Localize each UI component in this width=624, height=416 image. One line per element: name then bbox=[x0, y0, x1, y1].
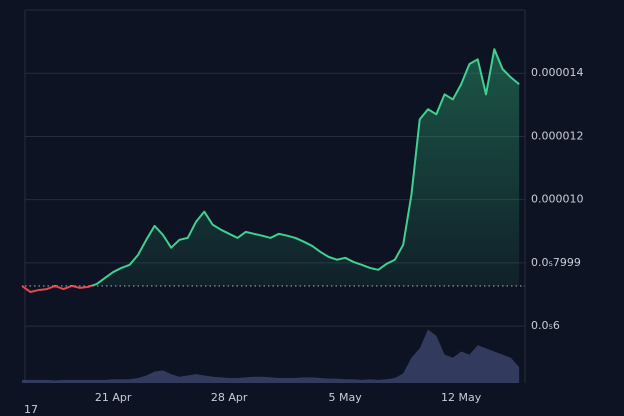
x-tick-label: 21 Apr bbox=[95, 391, 132, 404]
x-tick-label: 5 May bbox=[329, 391, 363, 404]
y-tick-label: 0.000014 bbox=[531, 66, 584, 79]
y-tick-label: 0.0₅7999 bbox=[531, 256, 581, 269]
y-tick-label: 0.000010 bbox=[531, 193, 584, 206]
y-tick-label: 0.000012 bbox=[531, 129, 584, 142]
price-line-up bbox=[22, 48, 520, 286]
price-area bbox=[91, 49, 520, 286]
y-tick-label: 0.0₅6 bbox=[531, 319, 560, 332]
corner-label: 17 bbox=[24, 403, 38, 416]
x-tick-label: 12 May bbox=[441, 391, 482, 404]
volume-area bbox=[22, 329, 520, 383]
x-tick-label: 28 Apr bbox=[211, 391, 248, 404]
